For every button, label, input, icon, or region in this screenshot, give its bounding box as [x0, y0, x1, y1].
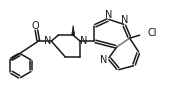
Polygon shape — [72, 25, 75, 35]
Text: Cl: Cl — [147, 28, 157, 38]
Text: N: N — [121, 15, 129, 25]
Text: N: N — [100, 55, 108, 65]
Text: O: O — [32, 21, 39, 31]
Text: N: N — [44, 36, 51, 46]
Text: N: N — [105, 10, 113, 20]
Text: N: N — [80, 36, 88, 46]
